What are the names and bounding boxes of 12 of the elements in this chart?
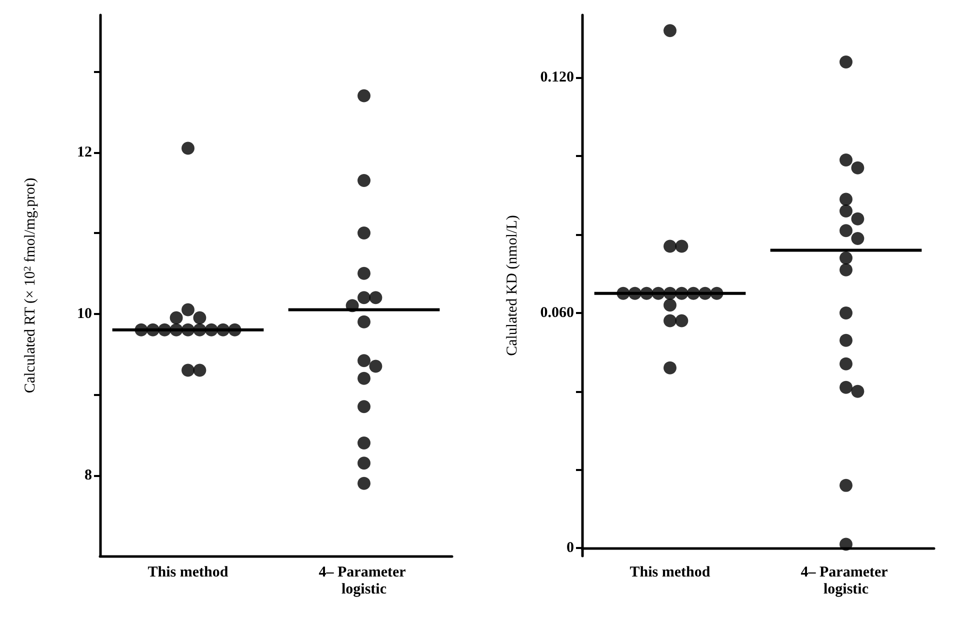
x-tick-label: 4– Parameter logistic	[318, 564, 410, 598]
x-tick-label: This method	[148, 564, 229, 580]
y-axis-title: Calculated RT (× 102 fmol/mg.prot)	[22, 178, 38, 394]
x-tick-label: This method	[630, 564, 711, 580]
y-tick-label: 0.060	[540, 304, 574, 321]
y-tick-label: 8	[84, 467, 92, 484]
y-tick-label: 10	[77, 306, 92, 322]
y-tick-label: 0.120	[540, 70, 574, 86]
x-tick-label: 4– Parameter logistic	[800, 564, 892, 598]
y-tick-label: 0	[566, 540, 574, 556]
y-tick-label: 12	[77, 144, 92, 160]
y-axis-title: Calulated KD (nmol/L)	[504, 215, 520, 356]
